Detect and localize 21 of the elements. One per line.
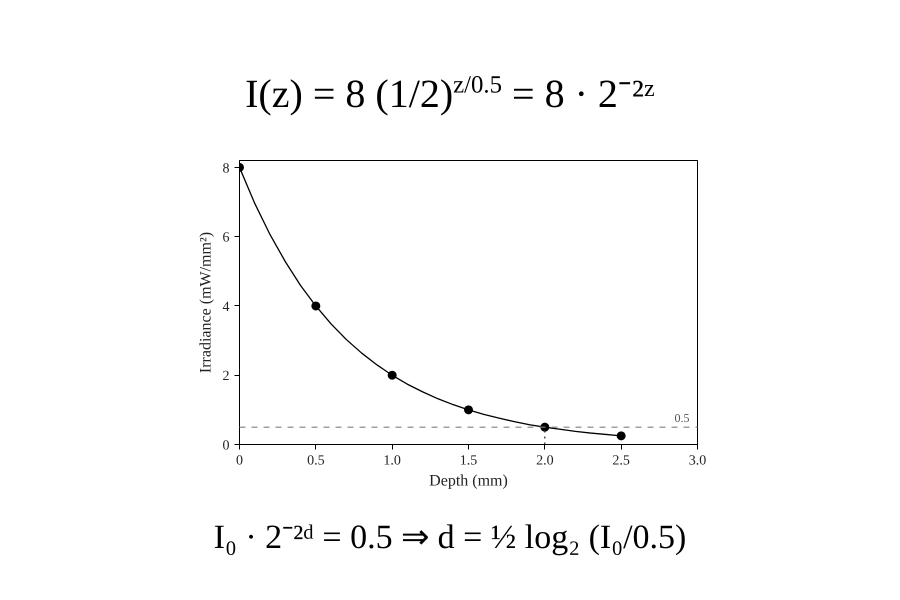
chart-title: I(z) = 8 (1/2)$^{z/0.5}$ = 8 · 2⁻²ᶻ [244,70,656,118]
y-tick-label: 2 [222,369,230,384]
text: I₀ · 2⁻²ᵈ = 0.5 ⇒ d = ½ log₂ (I₀/0.5) [212,518,688,558]
point [464,405,473,414]
point [616,431,626,440]
x-tick-label: 2.5 [612,454,630,468]
point [388,370,397,380]
y-tick-label: 8 [222,161,230,176]
y-tick-label: 6 [222,230,230,246]
ref-line-label: 0.5 [674,411,690,426]
x-tick-label: 1.0 [383,454,401,468]
y-axis-title: Irradiance (mW/mm²) [198,232,214,374]
y-tick-label: 0 [222,438,230,454]
y-tick-label: 4 [222,300,230,315]
x-tick-label: 3.0 [688,454,706,468]
x-tick-label: 0.5 [307,454,325,468]
x-tick-label: 1.5 [460,454,478,468]
x-tick-label: 2.0 [536,454,554,468]
point [311,301,320,310]
x-tick-label: 0 [236,454,243,468]
x-axis-title: Depth (mm) [429,472,508,490]
